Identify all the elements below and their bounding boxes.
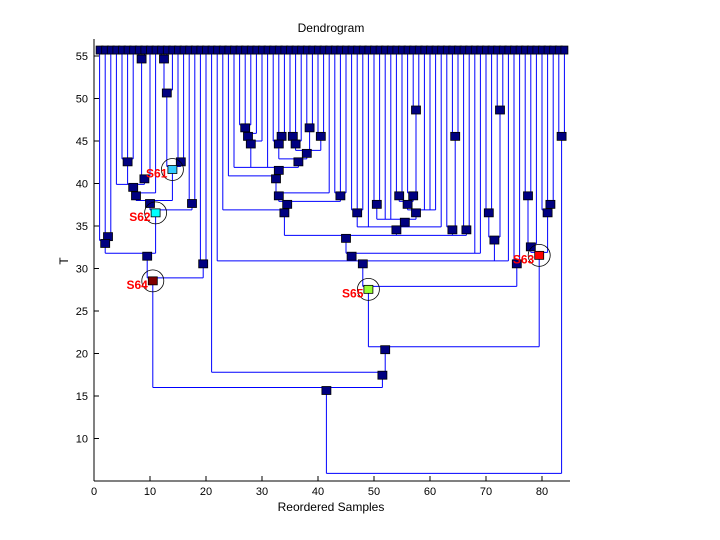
cluster-node-marker [352,208,363,218]
cluster-node-marker [371,199,382,209]
cluster-node-marker [240,123,251,133]
cluster-node-marker [142,251,153,261]
cluster-node-marker [100,239,111,248]
x-tick-label: 0 [91,486,97,498]
cluster-node-marker [245,139,256,149]
cluster-node-marker [315,131,326,141]
y-tick-label: 50 [76,94,88,106]
y-tick-label: 55 [76,51,88,63]
special-node-label: S65 [342,286,364,300]
cluster-node-marker [447,225,458,235]
cluster-node-marker [335,191,346,201]
cluster-node-marker [399,217,410,227]
cluster-node-marker [483,208,494,218]
cluster-node-marker [394,191,405,201]
cluster-node-marker [139,174,150,184]
x-tick-label: 60 [424,486,436,498]
cluster-node-marker [511,259,522,269]
cluster-node-marker [243,131,253,141]
y-tick-label: 15 [76,391,88,403]
special-node-circle [160,158,184,181]
y-tick-label: 40 [76,179,88,191]
cluster-node-marker [128,182,139,192]
special-node-marker [534,250,545,260]
x-tick-label: 40 [312,486,324,498]
x-axis-label: Reordered Samples [278,500,385,514]
cluster-node-marker [525,242,536,252]
cluster-node-marker [523,191,533,201]
cluster-node-marker [290,139,301,149]
special-node-label: S64 [126,278,148,292]
y-tick-label: 25 [76,306,88,318]
cluster-node-marker [271,174,281,184]
x-tick-label: 20 [200,486,212,498]
chart-title: Dendrogram [298,21,365,35]
x-tick-label: 50 [368,486,380,498]
special-nodes: S61 S62 S64 S65 S63 [126,158,551,301]
cluster-node-marker [556,131,567,141]
cluster-node-marker [402,199,413,209]
cluster-node-marker [159,54,169,64]
x-tick-label: 80 [536,486,548,498]
special-node-label: S62 [129,210,151,224]
cluster-node-marker [377,370,388,380]
x-tick-label: 70 [480,486,492,498]
axes: 0 10 20 30 40 50 60 70 80 10 15 20 25 30 35 40 45 50 55 [76,39,570,498]
special-node-label: S63 [513,252,535,266]
cluster-node-marker [198,259,209,269]
cluster-node-marker [341,233,351,243]
x-tick-label: 30 [256,486,268,498]
cluster-node-marker [276,131,287,141]
cluster-node-marker [136,54,147,64]
y-tick-label: 20 [76,349,88,361]
y-tick-label: 30 [76,264,88,276]
special-node-label: S61 [146,167,168,181]
x-tick-label: 10 [144,486,156,498]
leaf-node-marker [560,45,569,55]
cluster-node-marker [391,225,402,235]
y-axis-label: T [57,257,71,265]
y-tick-label: 10 [76,434,88,446]
special-node-circle [144,201,168,225]
dendrogram-links [99,50,565,474]
cluster-node-marker [287,131,298,141]
cluster-node-marker [495,105,505,115]
special-node-marker [167,165,178,174]
special-node-circle [356,277,380,301]
special-node-marker [147,276,158,286]
cluster-node-marker [489,235,500,245]
cluster-node-marker [273,139,284,149]
cluster-node-marker [411,208,421,218]
special-node-marker [363,284,374,294]
special-node-marker [150,208,161,218]
cluster-node-marker [380,345,391,355]
cluster-node-marker [293,157,304,167]
cluster-node-marker [411,105,421,115]
dendrogram-leaves [95,45,569,55]
cluster-node-marker [187,199,197,208]
cluster-node-marker [273,191,284,201]
cluster-node-marker [301,148,312,158]
cluster-node-marker [279,208,290,218]
y-tick-label: 45 [76,136,88,148]
cluster-node-marker [408,191,419,201]
cluster-node-marker [273,165,284,175]
cluster-node-marker [161,88,172,98]
cluster-node-marker [122,157,133,167]
cluster-node-marker [542,208,553,218]
cluster-node-marker [461,225,472,235]
dendrogram-nodes [100,54,567,395]
cluster-node-marker [346,251,357,261]
y-tick-label: 35 [76,221,88,233]
special-node-circle [141,269,165,293]
cluster-node-marker [131,191,141,201]
cluster-node-marker [450,131,461,141]
cluster-node-marker [321,386,332,395]
cluster-node-marker [545,199,556,209]
cluster-node-marker [304,123,315,133]
cluster-node-marker [357,259,368,269]
cluster-node-marker [282,199,293,209]
special-node-circle [527,243,551,267]
